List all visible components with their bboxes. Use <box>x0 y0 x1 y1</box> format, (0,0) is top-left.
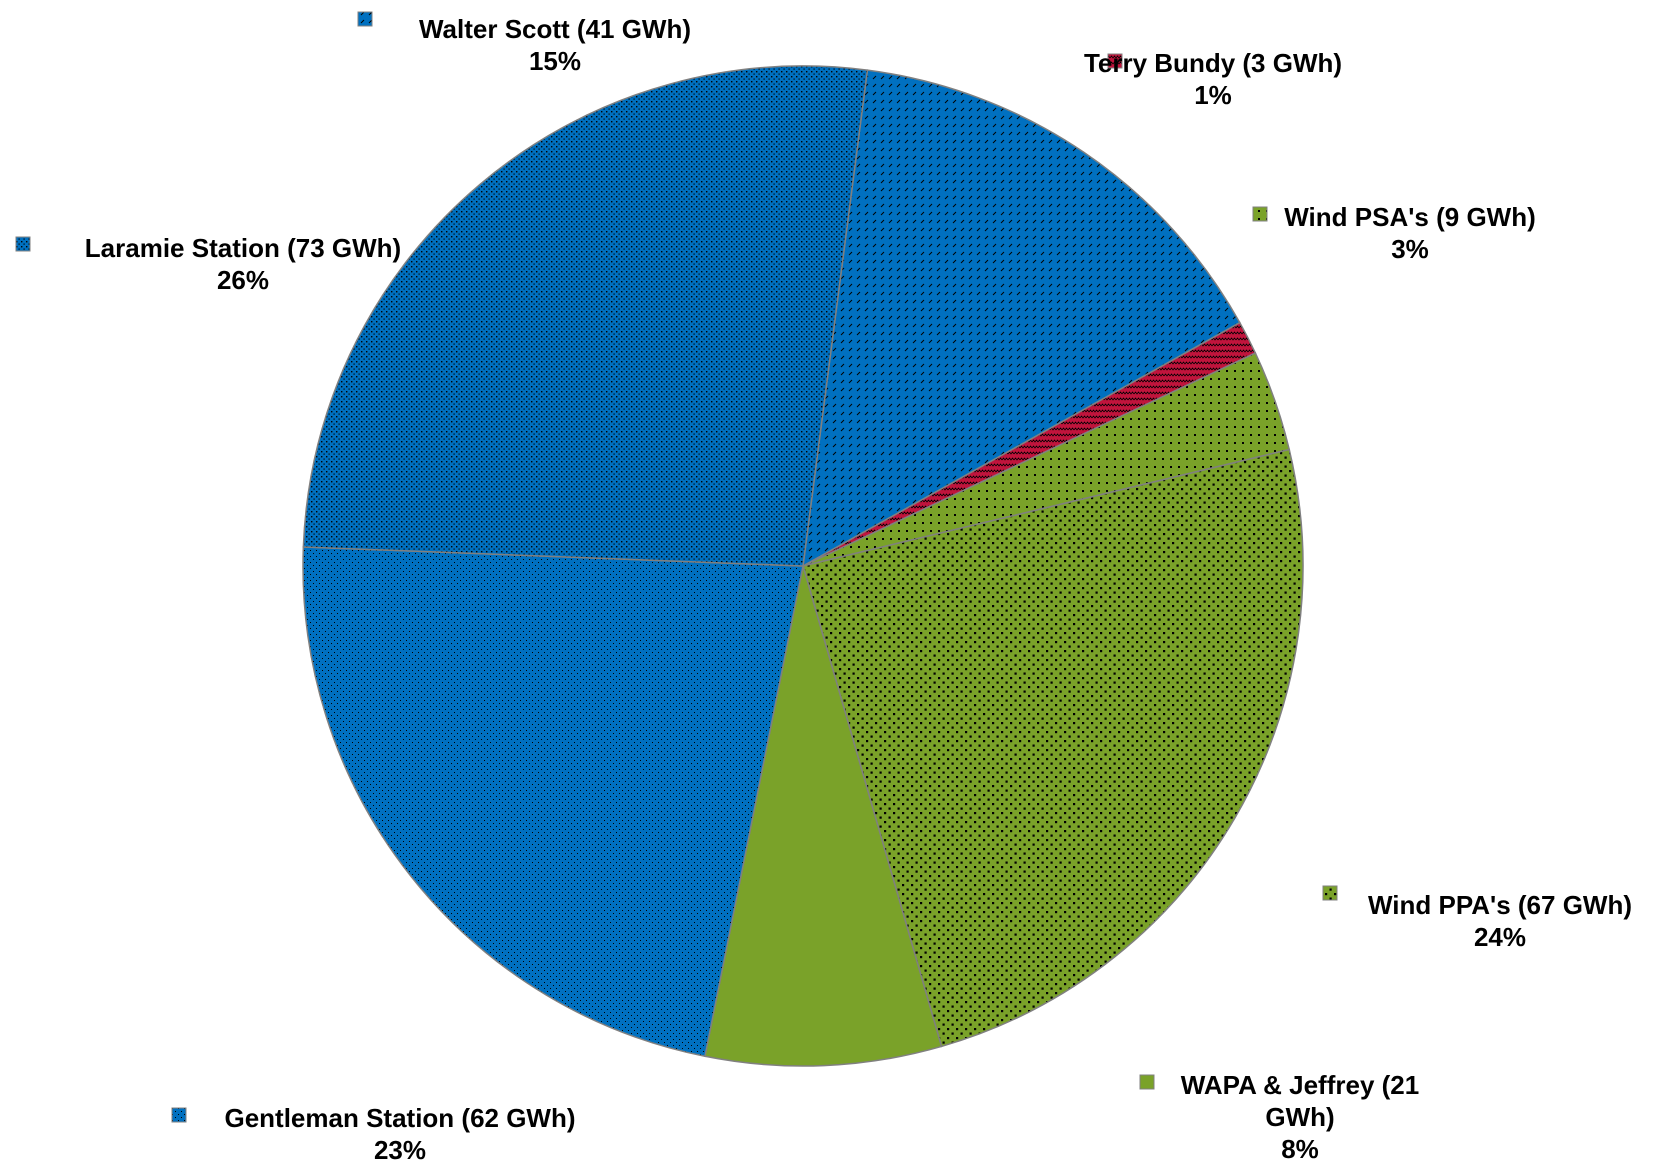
data-label-name: Wind PPA's (67 GWh) <box>1368 890 1632 920</box>
pie-slice-walter-scott <box>802 69 1241 568</box>
data-label-percent: 3% <box>1391 234 1429 264</box>
legend-key-laramie-station <box>15 236 31 252</box>
data-label-name: Gentleman Station (62 GWh) <box>224 1103 575 1133</box>
legend-key-walter-scott <box>357 11 373 27</box>
data-label-percent: 8% <box>1281 1134 1319 1164</box>
legend-key-wind-ppa-s <box>1322 885 1338 901</box>
data-label-wapa-jeffrey: WAPA & Jeffrey (21 GWh) 8% <box>1181 1070 1419 1164</box>
pie-slice-wind-ppa-s <box>802 448 1304 1048</box>
data-label-percent: 23% <box>374 1135 426 1165</box>
data-label-walter-scott: Walter Scott (41 GWh) 15% <box>419 14 691 76</box>
data-label-name: Terry Bundy (3 GWh) <box>1084 48 1342 78</box>
data-label-wind-ppa-s: Wind PPA's (67 GWh) 24% <box>1368 890 1632 952</box>
data-label-name: WAPA & Jeffrey (21 <box>1181 1070 1419 1100</box>
data-label-laramie-station: Laramie Station (73 GWh) 26% <box>85 233 401 295</box>
data-label-wind-psa-s: Wind PSA's (9 GWh) 3% <box>1284 202 1536 264</box>
legend-key-terry-bundy <box>1107 53 1123 69</box>
pie-slice-wapa-jeffrey <box>704 565 943 1067</box>
legend-key-wind-psa-s <box>1252 206 1268 222</box>
data-label-gentleman-station: Gentleman Station (62 GWh) 23% <box>224 1103 575 1165</box>
data-label-name: Laramie Station (73 GWh) <box>85 233 401 263</box>
data-label-percent: 15% <box>529 46 581 76</box>
pie-labels: Walter Scott (41 GWh) 15% Terry Bundy (3 G… <box>15 11 1632 1165</box>
data-label-name: Wind PSA's (9 GWh) <box>1284 202 1536 232</box>
pie-slice-laramie-station <box>302 65 869 567</box>
data-label-name: Walter Scott (41 GWh) <box>419 14 691 44</box>
legend-key-wapa-jeffrey <box>1139 1074 1155 1090</box>
data-label-terry-bundy: Terry Bundy (3 GWh) 1% <box>1084 48 1342 110</box>
data-label-percent: 24% <box>1474 922 1526 952</box>
pie-slices <box>302 65 1304 1067</box>
data-label-name: GWh) <box>1265 1102 1334 1132</box>
legend-key-gentleman-station <box>171 1107 187 1123</box>
pie-slice-gentleman-station <box>302 546 804 1058</box>
data-label-percent: 1% <box>1194 80 1232 110</box>
data-label-percent: 26% <box>217 265 269 295</box>
